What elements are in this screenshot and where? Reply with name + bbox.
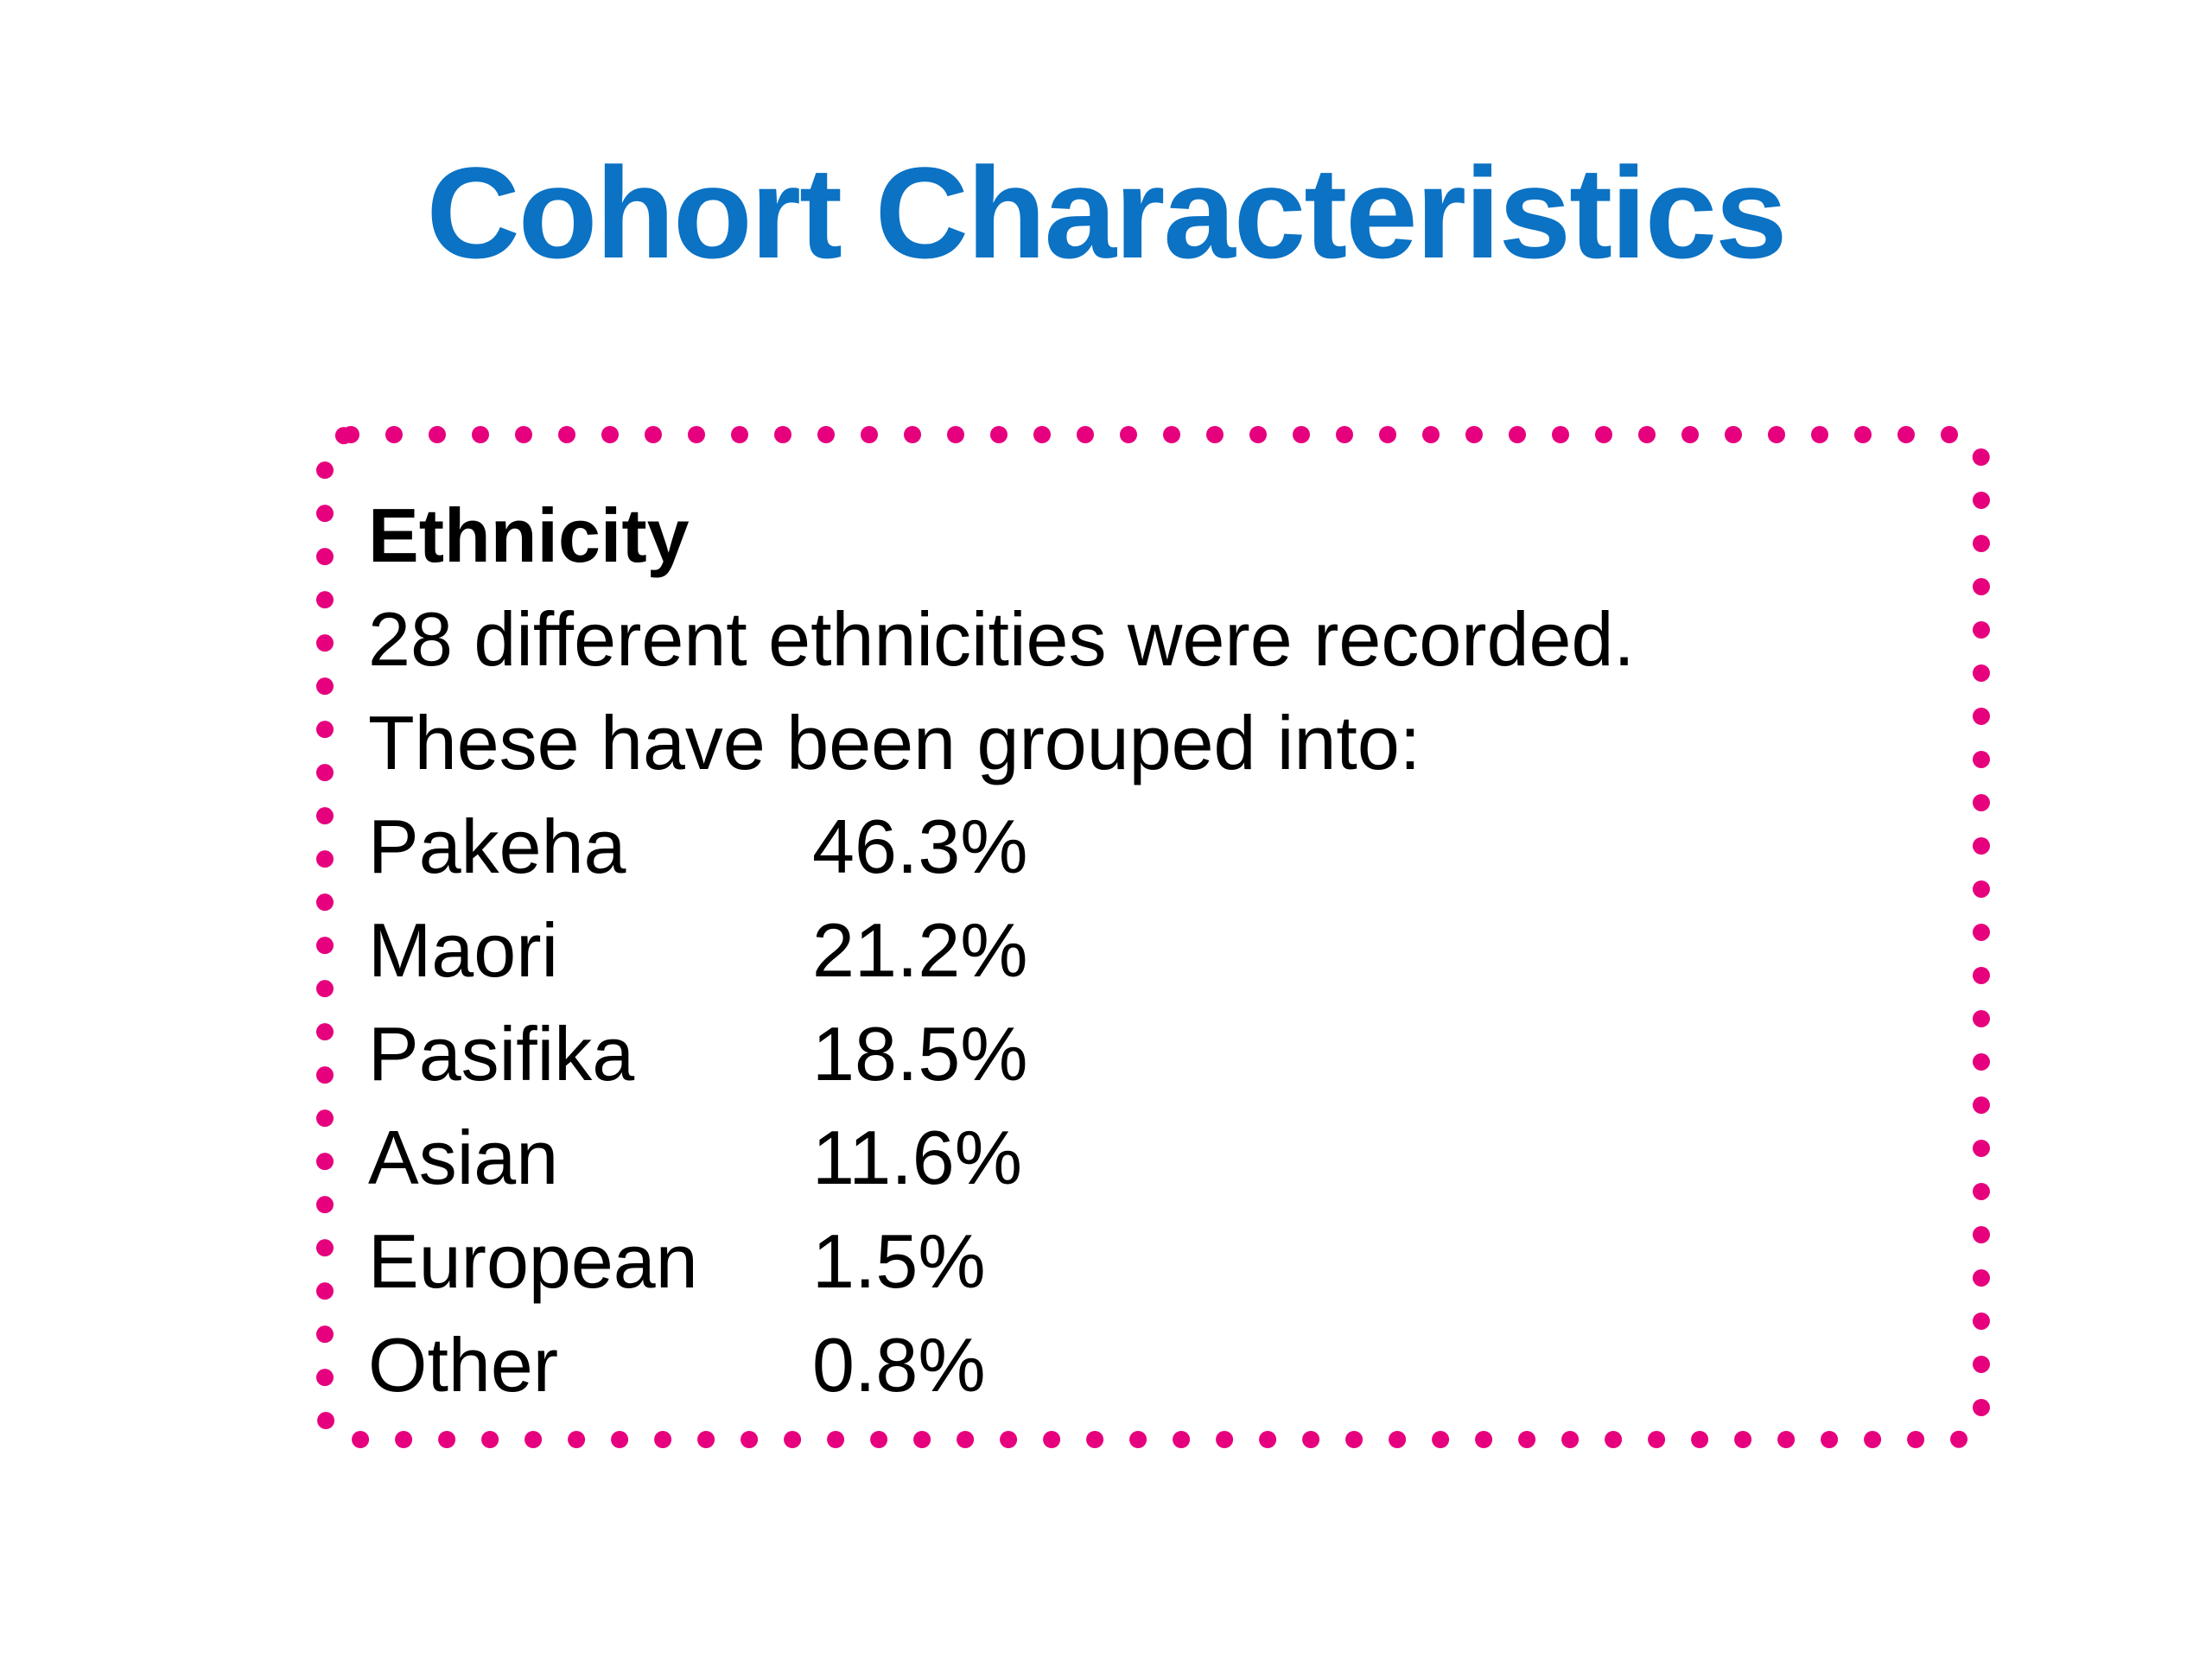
group-percent: 1.5% (812, 1218, 986, 1304)
group-row: Pakeha 46.3% (368, 795, 1635, 899)
group-row: European 1.5% (368, 1210, 1635, 1313)
group-row: Maori 21.2% (368, 899, 1635, 1002)
frame-border (316, 426, 1990, 1448)
group-percent: 46.3% (812, 804, 1028, 889)
group-name: Pasifika (368, 1011, 635, 1096)
slide-title: Cohort Characteristics (426, 140, 1787, 285)
group-name: Pakeha (368, 804, 626, 889)
ethnicity-box: Ethnicity 28 different ethnicities were … (368, 484, 1635, 1417)
group-name: Other (368, 1322, 559, 1408)
group-percent: 18.5% (812, 1011, 1028, 1096)
group-percent: 11.6% (812, 1115, 1022, 1200)
group-percent: 0.8% (812, 1322, 986, 1408)
group-percent: 21.2% (812, 907, 1028, 993)
group-row: Pasifika 18.5% (368, 1002, 1635, 1106)
group-name: Asian (368, 1115, 559, 1200)
group-row: Other 0.8% (368, 1313, 1635, 1417)
group-row: Asian 11.6% (368, 1106, 1635, 1210)
group-name: Maori (368, 907, 559, 993)
text-line: These have been grouped into: (368, 700, 1421, 785)
group-name: European (368, 1218, 698, 1304)
text-line: 28 different ethnicities were recorded. (368, 596, 1635, 682)
box-heading: Ethnicity (368, 493, 690, 578)
